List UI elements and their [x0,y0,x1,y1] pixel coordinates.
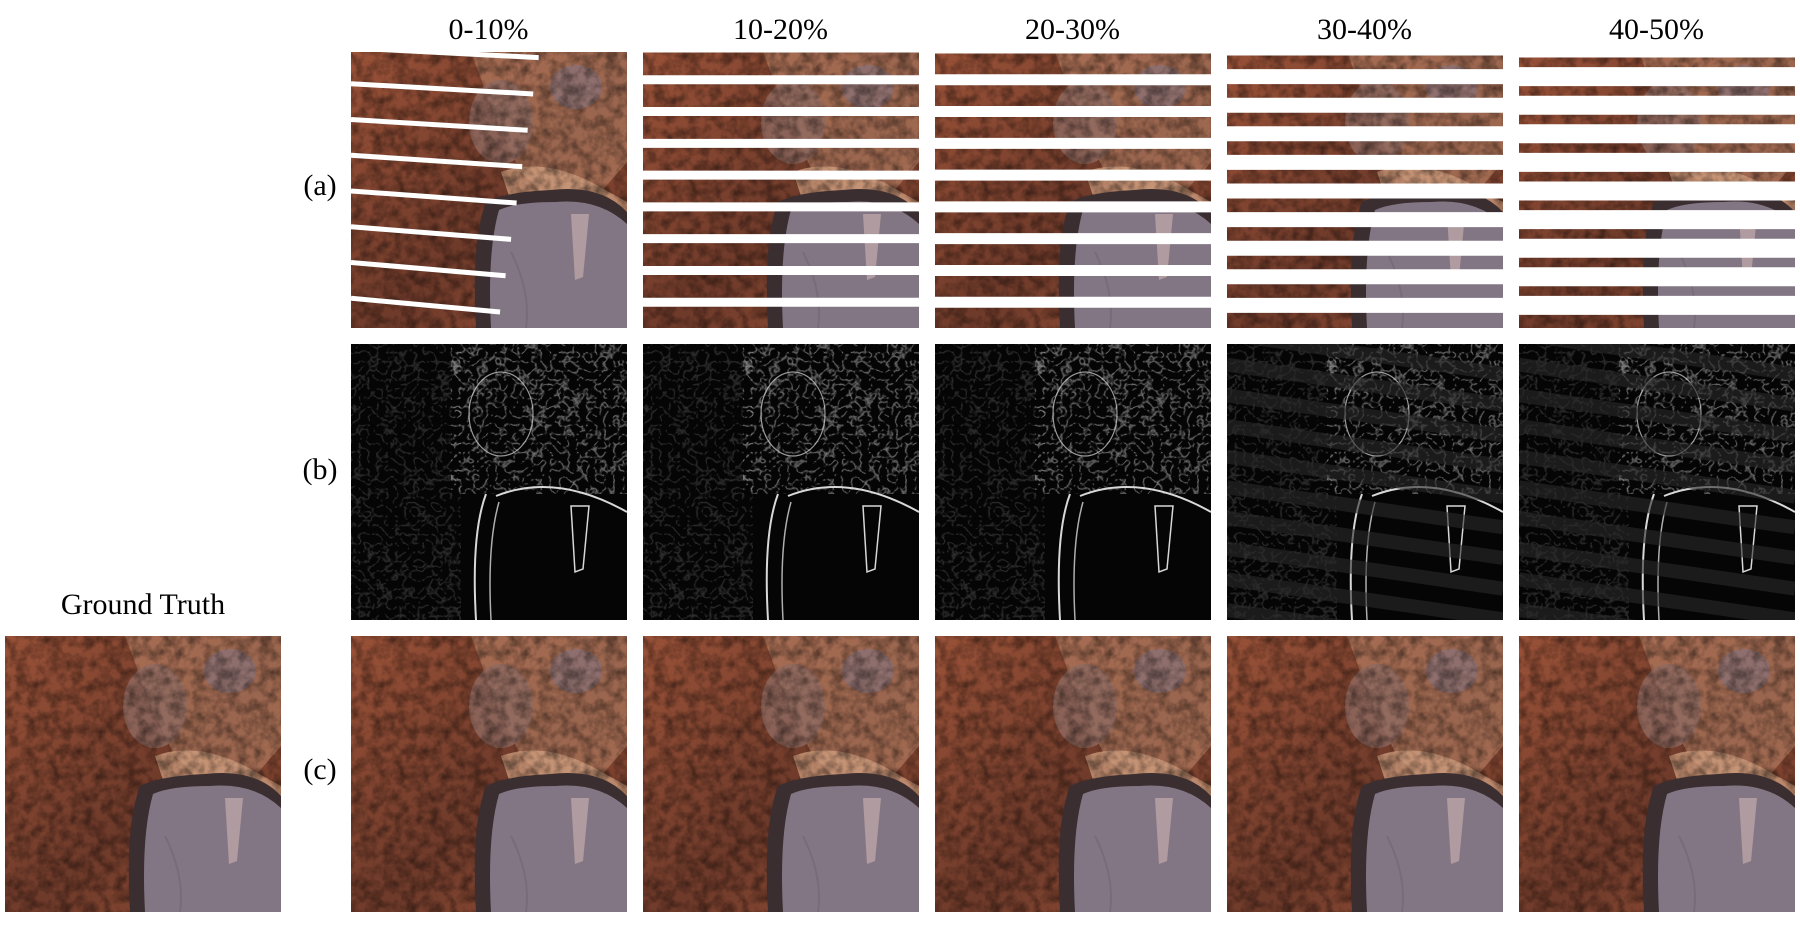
edge-map-0-10 [351,344,627,620]
ground-truth-image [5,636,281,912]
row-label-a: (a) [303,169,337,202]
masked-image-30-40 [1227,52,1503,328]
column-label-10-20: 10-20% [733,13,828,46]
column-label-20-30: 20-30% [1025,13,1120,46]
row-label-b: (b) [302,453,338,486]
masked-image-40-50 [1519,52,1795,328]
edge-map-10-20 [643,344,919,620]
edge-map-40-50 [1519,344,1795,620]
reconstructed-image-40-50 [1519,636,1795,912]
column-label-0-10: 0-10% [448,13,529,46]
reconstructed-image-20-30 [935,636,1211,912]
masked-image-20-30 [935,52,1211,328]
row-label-c: (c) [303,753,337,786]
ground-truth-label: Ground Truth [60,588,226,621]
column-label-30-40: 30-40% [1317,13,1412,46]
reconstructed-image-0-10 [351,636,627,912]
reconstructed-image-10-20 [643,636,919,912]
edge-map-20-30 [935,344,1211,620]
masked-image-0-10 [351,52,627,328]
reconstructed-image-30-40 [1227,636,1503,912]
masked-image-10-20 [643,52,919,328]
column-label-40-50: 40-50% [1609,13,1704,46]
edge-map-30-40 [1227,344,1503,620]
